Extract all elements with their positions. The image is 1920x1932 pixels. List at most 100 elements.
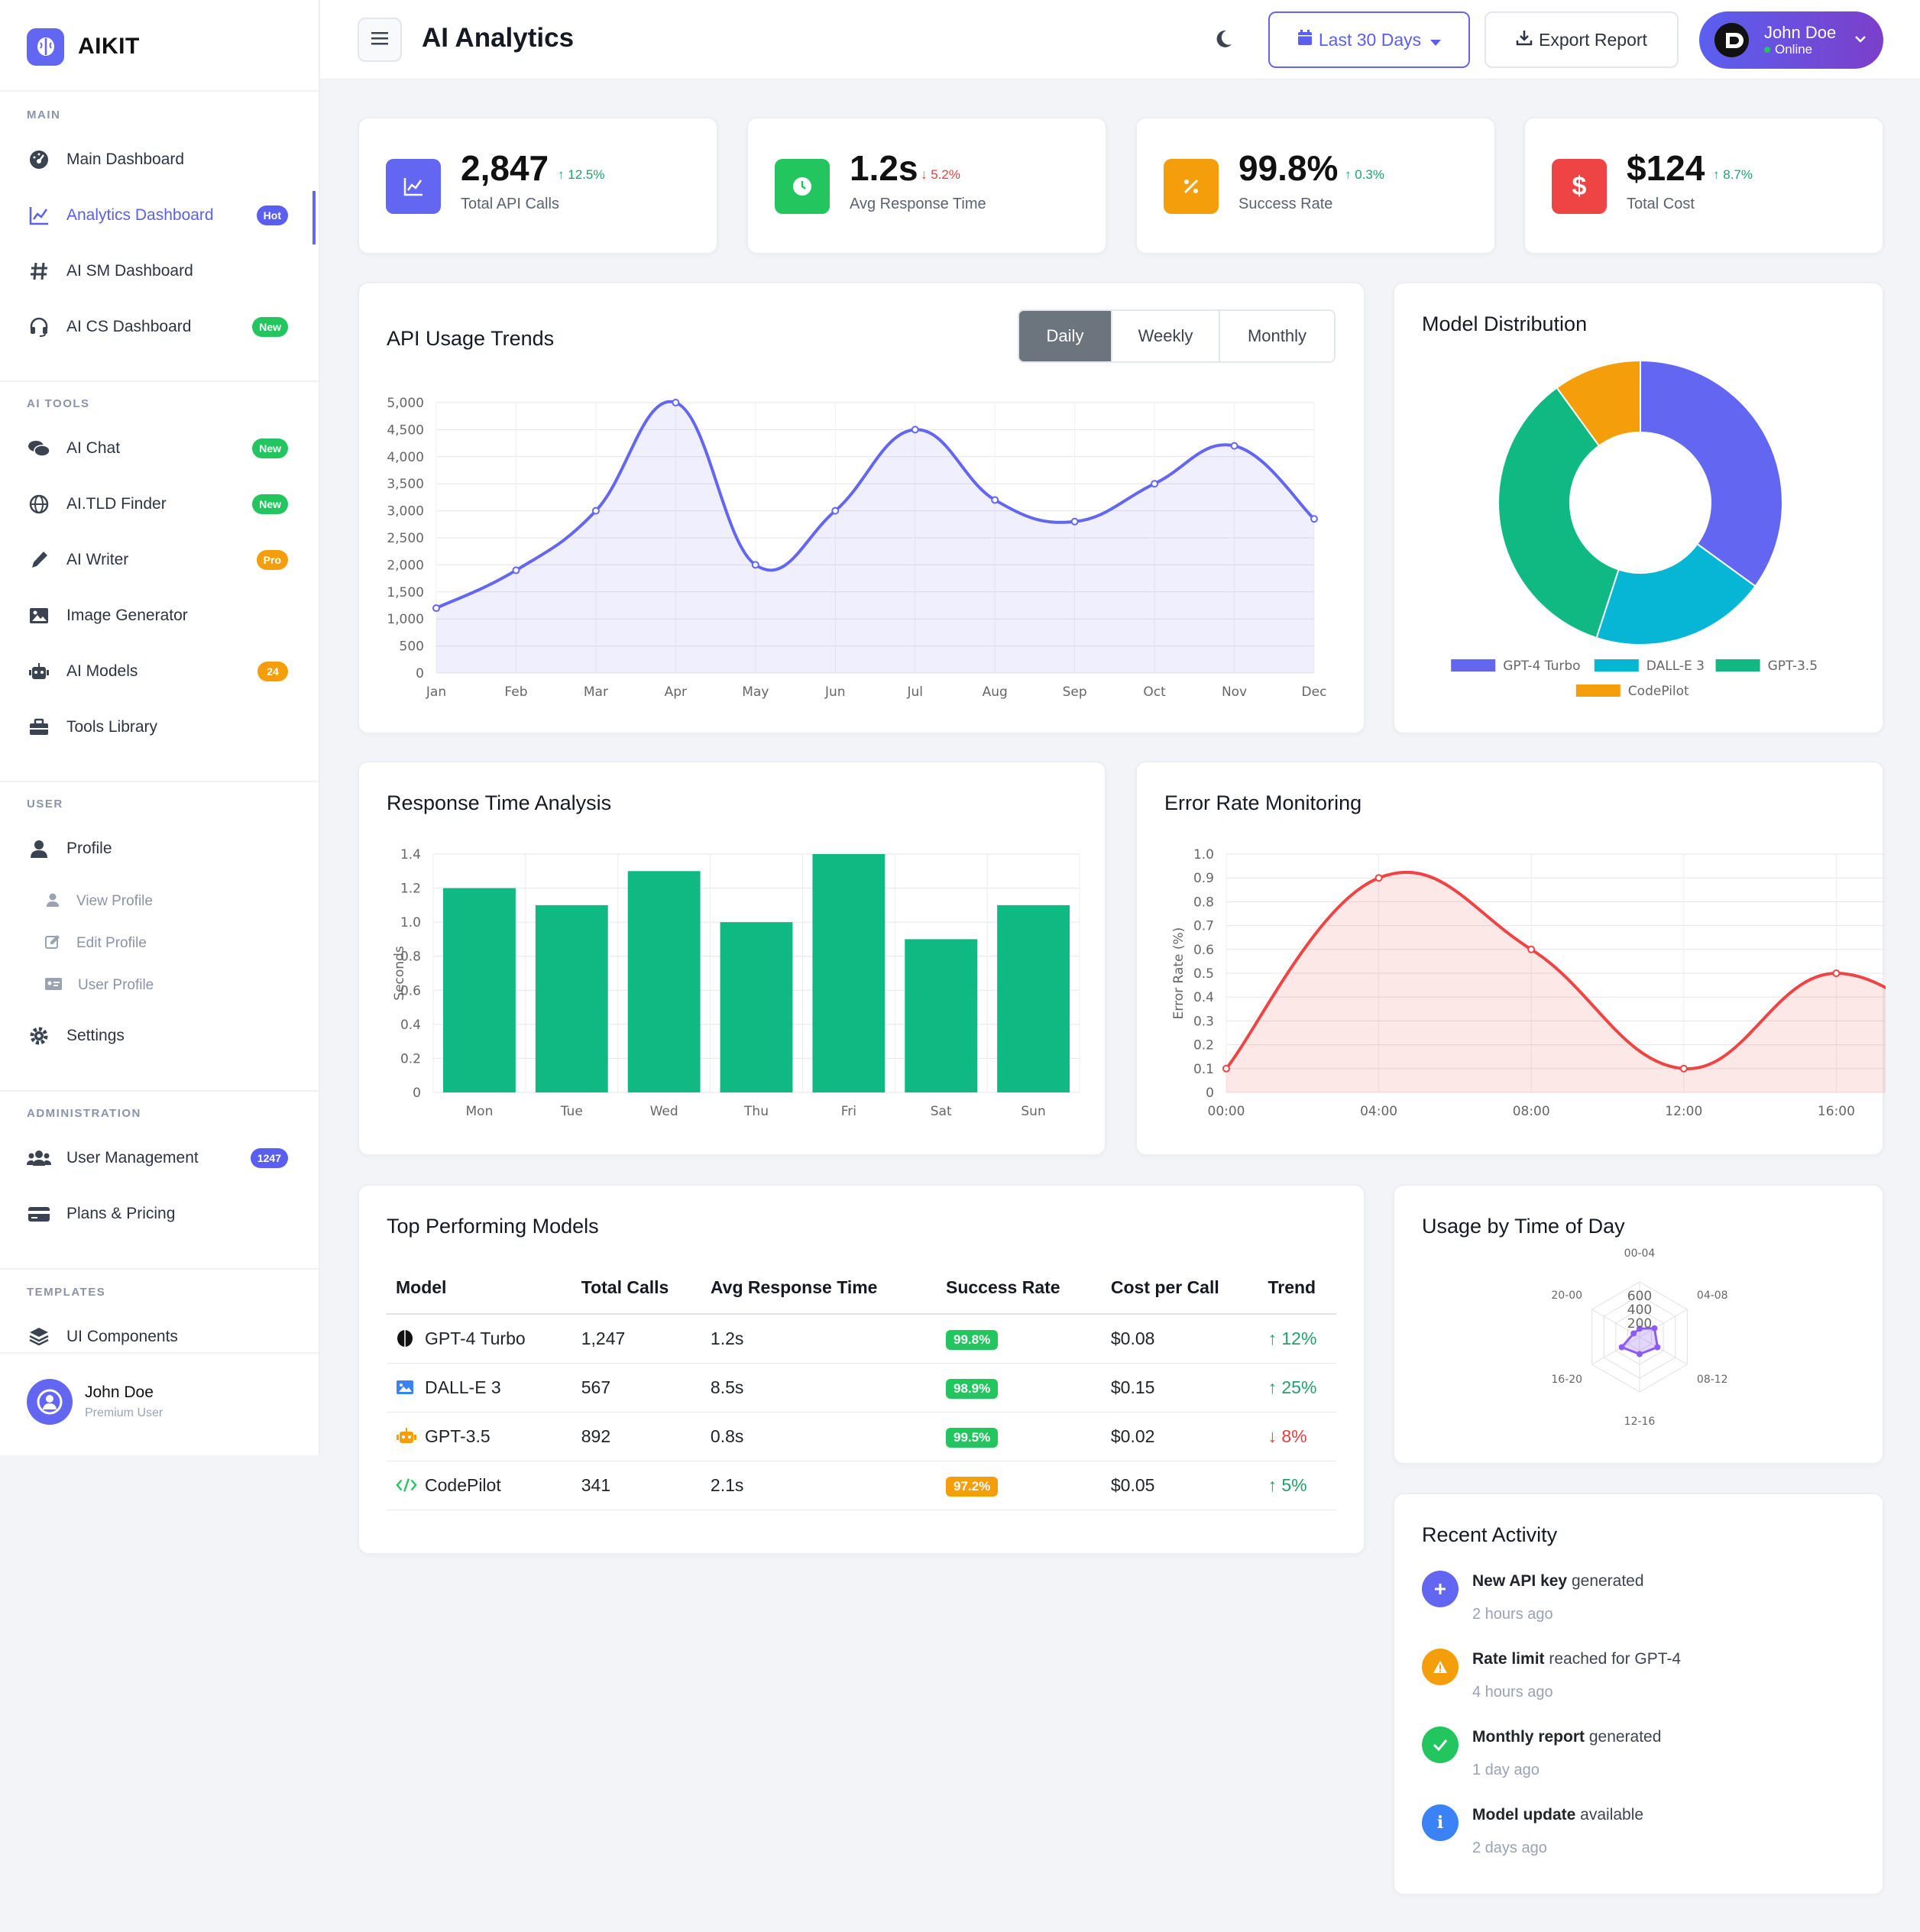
y-tick-label: 0.4 [400, 1018, 421, 1033]
x-tick-label: Jul [906, 684, 923, 700]
activity-text: Model update available [1472, 1806, 1643, 1824]
sidebar-sub-label: Edit Profile [76, 935, 147, 951]
sidebar-item-ui-components[interactable]: UI Components [0, 1312, 319, 1361]
tab-weekly[interactable]: Weekly [1111, 311, 1219, 361]
column-header[interactable]: Success Rate [936, 1262, 1102, 1315]
x-tick-label: Mar [584, 684, 608, 700]
sidebar-item-user-management[interactable]: User Management 1247 [0, 1134, 319, 1183]
arrow-up-icon: ↑ [1268, 1474, 1277, 1495]
table-row[interactable]: GPT-3.5 892 0.8s 99.5% $0.02 ↓ 8% [387, 1412, 1336, 1461]
bar [997, 905, 1070, 1092]
sidebar-item-tools-library[interactable]: Tools Library [0, 703, 319, 752]
avatar [27, 1379, 73, 1425]
legend-label: GPT-4 Turbo [1503, 659, 1580, 674]
sidebar-item-plans-pricing[interactable]: Plans & Pricing [0, 1189, 319, 1238]
data-point [831, 506, 840, 515]
date-range-button[interactable]: Last 30 Days [1268, 11, 1470, 68]
x-tick-label: Tue [560, 1104, 583, 1119]
card-title: Usage by Time of Day [1422, 1215, 1625, 1238]
sidebar-item-label: Plans & Pricing [66, 1205, 176, 1222]
x-tick-label: Sat [931, 1104, 952, 1119]
sidebar-item-settings[interactable]: Settings [0, 1011, 319, 1060]
y-axis-label: Seconds [392, 946, 407, 1001]
column-header[interactable]: Avg Response Time [701, 1262, 937, 1315]
stat-value: 99.8% [1238, 148, 1339, 188]
tab-daily[interactable]: Daily [1019, 311, 1111, 361]
data-point [1630, 1330, 1637, 1337]
id-card-icon [44, 976, 63, 996]
x-tick-label: 00:00 [1208, 1104, 1245, 1119]
table-row[interactable]: GPT-4 Turbo 1,247 1.2s 99.8% $0.08 ↑ 12% [387, 1314, 1336, 1364]
sidebar-item-label: UI Components [66, 1328, 178, 1345]
chart-line-icon [27, 203, 51, 228]
table-row[interactable]: DALL-E 3 567 8.5s 98.9% $0.15 ↑ 25% [387, 1363, 1336, 1413]
cost-cell: $0.05 [1101, 1461, 1259, 1510]
sidebar-item-main-dashboard[interactable]: Main Dashboard [0, 135, 319, 184]
column-header[interactable]: Cost per Call [1101, 1262, 1259, 1315]
badge-new: New [252, 494, 288, 514]
activity-text: Rate limit reached for GPT-4 [1472, 1650, 1681, 1668]
user-menu-button[interactable]: John Doe Online [1699, 11, 1883, 69]
data-point [1637, 1325, 1643, 1332]
sidebar-sub-user-profile[interactable]: User Profile [44, 970, 154, 1001]
y-tick-label: 3,000 [387, 504, 424, 519]
tab-monthly[interactable]: Monthly [1219, 311, 1334, 361]
section-ai-tools: AI TOOLS [27, 397, 90, 410]
export-report-button[interactable]: Export Report [1485, 11, 1679, 68]
user-icon [27, 837, 51, 861]
cost-cell: $0.15 [1101, 1363, 1259, 1413]
cost-cell: $0.08 [1101, 1314, 1259, 1364]
y-tick-label: 0.1 [1193, 1062, 1214, 1077]
sidebar-item-image-generator[interactable]: Image Generator [0, 591, 319, 640]
sidebar-item-ai-tld-finder[interactable]: AI.TLD Finder New [0, 480, 319, 529]
stat-change: ↑ 12.5% [558, 167, 604, 183]
sidebar-sub-view-profile[interactable]: View Profile [44, 886, 153, 917]
api-usage-card: API Usage Trends Daily Weekly Monthly 0 5… [358, 282, 1365, 734]
section-administration: ADMINISTRATION [27, 1107, 141, 1120]
bar [812, 854, 886, 1092]
y-tick-label: 4,500 [387, 422, 424, 438]
stat-change-value: 8.7% [1723, 167, 1753, 182]
column-header[interactable]: Total Calls [571, 1262, 701, 1315]
recent-activity-card: Recent Activity New API key generated 2 … [1393, 1493, 1884, 1895]
sidebar-item-ai-chat[interactable]: AI Chat New [0, 424, 319, 473]
error-rate-area-chart: 0 0.1 0.2 0.3 0.4 0.5 0.6 0.7 0.8 0.9 1.0 00:00 04:0… [1171, 847, 1886, 1119]
sidebar-item-profile[interactable]: Profile [0, 824, 319, 873]
sidebar-sub-edit-profile[interactable]: Edit Profile [44, 928, 147, 959]
menu-toggle-button[interactable] [358, 18, 402, 62]
time-cell: 2.1s [701, 1461, 937, 1510]
stat-value: 2,847 [461, 148, 549, 188]
pie-slice [1497, 387, 1620, 639]
column-header[interactable]: Model [387, 1262, 572, 1315]
model-distribution-donut-chart: GPT-4 Turbo DALL-E 3 GPT-3.5 CodePilot [1451, 359, 1818, 699]
sidebar-item-ai-models[interactable]: AI Models 24 [0, 647, 319, 696]
data-point [672, 399, 680, 406]
pen-icon [27, 548, 51, 572]
dark-mode-moon-icon[interactable] [1215, 29, 1233, 53]
toolbox-icon [27, 715, 51, 739]
user-status: Online [1764, 42, 1836, 57]
header-user-name: John Doe [1764, 22, 1837, 42]
column-header[interactable]: Trend [1258, 1262, 1336, 1315]
model-name: DALL-E 3 [425, 1377, 501, 1397]
divider [0, 781, 319, 782]
sidebar-item-analytics-dashboard[interactable]: Analytics Dashboard Hot [0, 191, 319, 244]
sidebar-item-ai-cs-dashboard[interactable]: AI CS Dashboard New [0, 303, 319, 351]
data-point [1230, 442, 1238, 450]
trend-text: 8% [1281, 1426, 1307, 1446]
calendar-icon [1297, 29, 1313, 50]
y-tick-label: 1.0 [1193, 847, 1214, 862]
model-cell: CodePilot [387, 1461, 572, 1510]
activity-rest: generated [1567, 1572, 1644, 1590]
card-title: Model Distribution [1422, 312, 1588, 335]
robot-icon [27, 659, 51, 684]
sidebar-sub-label: View Profile [76, 893, 153, 909]
legend-swatch [1451, 659, 1496, 672]
sidebar-item-ai-writer[interactable]: AI Writer Pro [0, 536, 319, 584]
sidebar-item-ai-sm-dashboard[interactable]: AI SM Dashboard [0, 247, 319, 296]
brand[interactable]: AIKIT [27, 27, 140, 66]
sidebar-user-card[interactable]: John Doe Premium User [27, 1379, 163, 1425]
sidebar-item-label: Profile [66, 840, 112, 857]
table-row[interactable]: CodePilot 341 2.1s 97.2% $0.05 ↑ 5% [387, 1461, 1336, 1510]
divider [0, 1352, 319, 1354]
